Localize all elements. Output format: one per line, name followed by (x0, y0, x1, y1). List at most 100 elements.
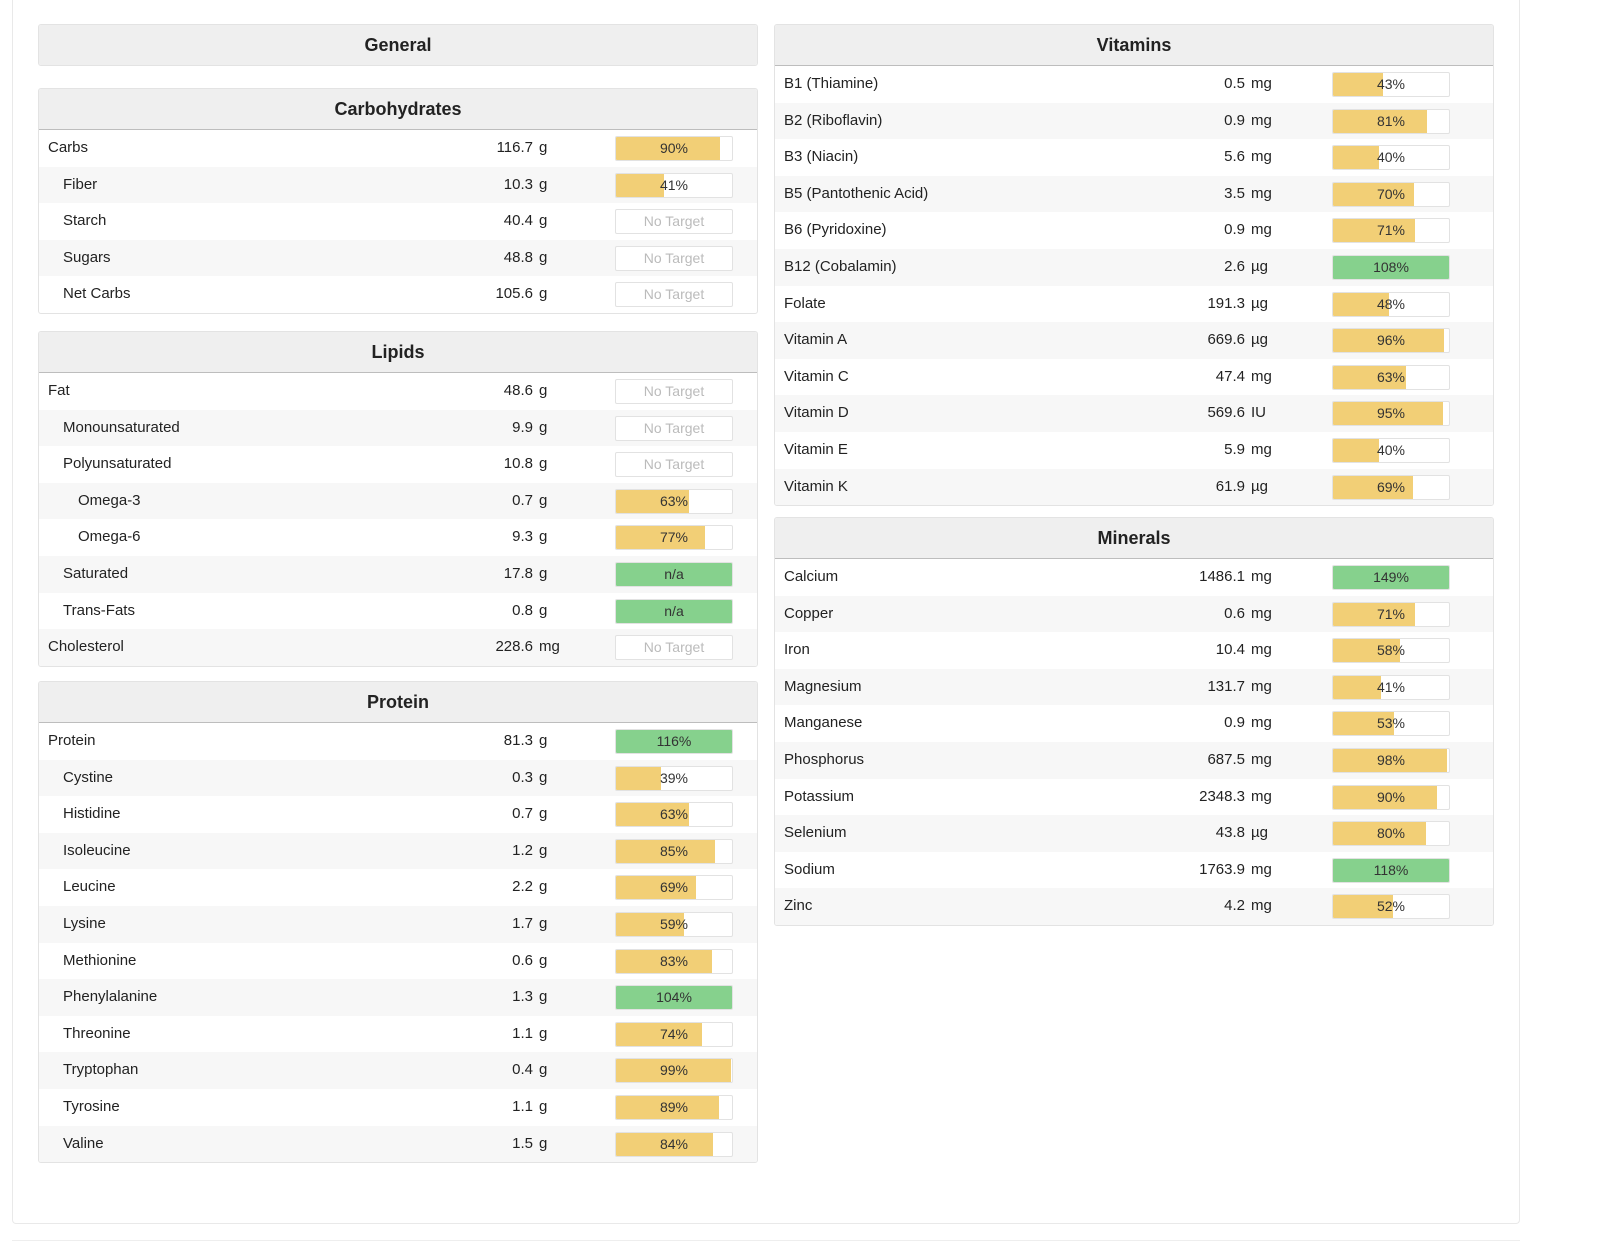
nutrient-amount: 10.3 (503, 175, 533, 193)
nutrient-row[interactable]: Vitamin A 669.6 µg 96% (775, 322, 1493, 359)
nutrient-row[interactable]: Fiber 10.3 g 41% (39, 166, 757, 204)
nutrient-row[interactable]: B12 (Cobalamin) 2.6 µg 108% (775, 248, 1493, 286)
nutrient-amount: 105.6 (495, 285, 533, 303)
progress-fill (616, 876, 697, 900)
progress-label: n/a (664, 602, 684, 619)
nutrient-row[interactable]: Vitamin C 47.4 mg 63% (775, 359, 1493, 396)
nutrient-row[interactable]: Carbs 116.7 g 90% (39, 130, 757, 167)
nutrient-name: Phosphorus (784, 750, 865, 768)
nutrient-row[interactable]: Leucine 2.2 g 69% (39, 869, 757, 906)
nutrient-row[interactable]: Copper 0.6 mg 71% (775, 595, 1493, 633)
target-progress-bar: 63% (615, 802, 733, 828)
nutrient-row[interactable]: Methionine 0.6 g 83% (39, 943, 757, 980)
nutrient-row[interactable]: Net Carbs 105.6 g No Target (39, 276, 757, 313)
carbohydrates-panel: Carbohydrates Carbs 116.7 g 90% Fiber 10.3 g 41… (38, 88, 758, 314)
nutrient-unit: g (539, 841, 548, 859)
minerals-title: Minerals (775, 518, 1493, 559)
nutrient-amount: 5.6 (1224, 148, 1245, 166)
progress-label: 116% (656, 733, 692, 749)
nutrient-amount: 47.4 (1215, 367, 1245, 385)
target-progress-bar: 52% (1332, 894, 1450, 920)
nutrient-row[interactable]: Lysine 1.7 g 59% (39, 905, 757, 943)
progress-label: 85% (659, 842, 689, 859)
nutrient-amount: 2.2 (512, 878, 533, 896)
nutrient-row[interactable]: Calcium 1486.1 mg 149% (775, 559, 1493, 596)
target-progress-bar: No Target (615, 282, 733, 308)
progress-label: 39% (659, 769, 689, 786)
nutrient-row[interactable]: Protein 81.3 g 116% (39, 723, 757, 760)
progress-label: 104% (656, 989, 692, 1006)
progress-label: 58% (1376, 642, 1406, 659)
nutrient-row[interactable]: Monounsaturated 9.9 g No Target (39, 409, 757, 447)
progress-label: 69% (1376, 478, 1406, 495)
target-progress-bar: n/a (615, 561, 733, 587)
nutrient-amount: 2.6 (1224, 257, 1245, 275)
nutrient-amount: 2348.3 (1199, 787, 1245, 805)
nutrient-row[interactable]: Selenium 43.8 µg 80% (775, 815, 1493, 852)
nutrient-row[interactable]: Fat 48.6 g No Target (39, 373, 757, 410)
progress-fill (1333, 858, 1449, 882)
target-progress-bar: 58% (1332, 638, 1450, 664)
progress-fill (616, 730, 732, 753)
nutrient-row[interactable]: Folate 191.3 µg 48% (775, 286, 1493, 323)
nutrient-row[interactable]: Vitamin D 569.6 IU 95% (775, 395, 1493, 432)
nutrient-name: Copper (784, 604, 834, 622)
nutrient-unit: g (539, 248, 548, 266)
nutrient-row[interactable]: Saturated 17.8 g n/a (39, 555, 757, 593)
nutrient-row[interactable]: Phosphorus 687.5 mg 98% (775, 741, 1493, 779)
nutrient-row[interactable]: Phenylalanine 1.3 g 104% (39, 979, 757, 1016)
nutrient-name: Monounsaturated (63, 418, 180, 436)
nutrient-row[interactable]: B1 (Thiamine) 0.5 mg 43% (775, 66, 1493, 103)
nutrient-row[interactable]: Potassium 2348.3 mg 90% (775, 779, 1493, 816)
nutrient-row[interactable]: Magnesium 131.7 mg 41% (775, 668, 1493, 706)
nutrient-row[interactable]: Omega-3 0.7 g 63% (39, 482, 757, 520)
nutrient-row[interactable]: Sodium 1763.9 mg 118% (775, 852, 1493, 889)
progress-label: 98% (1376, 751, 1406, 768)
nutrient-name: B12 (Cobalamin) (784, 257, 897, 275)
nutrient-unit: g (539, 914, 548, 932)
nutrient-row[interactable]: Vitamin E 5.9 mg 40% (775, 432, 1493, 469)
nutrient-unit: µg (1251, 477, 1268, 495)
nutrient-unit: mg (1251, 75, 1272, 92)
nutrient-name: Potassium (784, 787, 855, 805)
nutrient-name: Fat (48, 382, 70, 399)
nutrient-row[interactable]: Sugars 48.8 g No Target (39, 239, 757, 277)
progress-label: 63% (659, 492, 689, 509)
nutrient-amount: 9.3 (512, 528, 533, 546)
nutrient-unit: g (539, 768, 548, 786)
nutrient-row[interactable]: B2 (Riboflavin) 0.9 mg 81% (775, 102, 1493, 140)
target-progress-bar: 71% (1332, 601, 1450, 627)
target-progress-bar: No Target (615, 245, 733, 271)
nutrient-row[interactable]: Isoleucine 1.2 g 85% (39, 832, 757, 870)
nutrient-row[interactable]: Trans-Fats 0.8 g n/a (39, 593, 757, 630)
nutrient-name: Trans-Fats (63, 601, 135, 619)
nutrient-row[interactable]: Manganese 0.9 mg 53% (775, 705, 1493, 742)
nutrient-row[interactable]: Starch 40.4 g No Target (39, 203, 757, 240)
nutrient-row[interactable]: Omega-6 9.3 g 77% (39, 519, 757, 556)
nutrient-amount: 61.9 (1215, 477, 1245, 495)
nutrient-row[interactable]: Iron 10.4 mg 58% (775, 632, 1493, 669)
nutrient-row[interactable]: Cholesterol 228.6 mg No Target (39, 629, 757, 666)
nutrient-unit: g (539, 732, 548, 749)
nutrient-row[interactable]: Tyrosine 1.1 g 89% (39, 1089, 757, 1126)
nutrient-row[interactable]: Valine 1.5 g 84% (39, 1125, 757, 1163)
nutrient-row[interactable]: B3 (Niacin) 5.6 mg 40% (775, 139, 1493, 176)
nutrient-row[interactable]: B5 (Pantothenic Acid) 3.5 mg 70% (775, 175, 1493, 213)
nutrient-row[interactable]: Cystine 0.3 g 39% (39, 759, 757, 797)
nutrient-row[interactable]: B6 (Pyridoxine) 0.9 mg 71% (775, 212, 1493, 249)
nutrient-unit: g (539, 491, 548, 509)
nutrient-row[interactable]: Tryptophan 0.4 g 99% (39, 1052, 757, 1089)
progress-fill (1333, 566, 1449, 589)
nutrient-row[interactable]: Histidine 0.7 g 63% (39, 796, 757, 833)
progress-fill (616, 1059, 731, 1083)
nutrient-unit: mg (1251, 184, 1272, 202)
nutrient-row[interactable]: Threonine 1.1 g 74% (39, 1016, 757, 1053)
nutrient-row[interactable]: Vitamin K 61.9 µg 69% (775, 468, 1493, 506)
progress-fill (1333, 255, 1449, 279)
nutrient-row[interactable]: Zinc 4.2 mg 52% (775, 888, 1493, 925)
progress-fill (616, 839, 715, 863)
nutrient-unit: g (539, 988, 548, 1006)
nutrient-row[interactable]: Polyunsaturated 10.8 g No Target (39, 446, 757, 483)
vitamins-rows: B1 (Thiamine) 0.5 mg 43% B2 (Riboflavin) 0.9 m… (775, 66, 1493, 506)
nutrient-unit: g (539, 382, 548, 399)
